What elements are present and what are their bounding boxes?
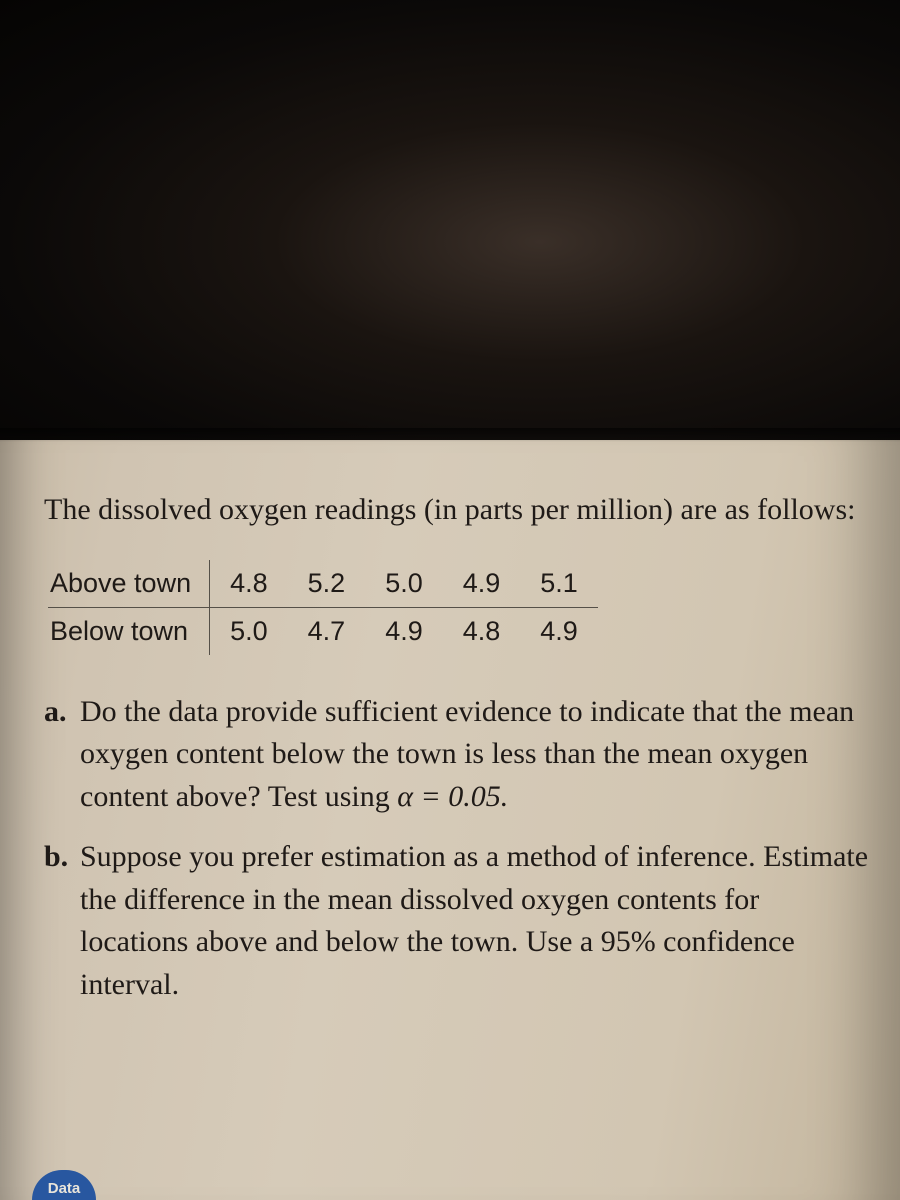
question-marker: b. [44, 836, 80, 1006]
question-list: a. Do the data provide sufficient eviden… [44, 691, 872, 1007]
table-row: Below town 5.0 4.7 4.9 4.8 4.9 [48, 607, 598, 655]
question-b-text: Suppose you prefer estimation as a metho… [80, 840, 868, 1001]
table-cell: 4.9 [520, 607, 598, 655]
question-marker: a. [44, 691, 80, 819]
intro-paragraph: The dissolved oxygen readings (in parts … [44, 488, 872, 532]
table-cell: 5.1 [520, 560, 598, 608]
oxygen-readings-table: Above town 4.8 5.2 5.0 4.9 5.1 Below tow… [48, 560, 598, 655]
alpha-expression: α = 0.05. [397, 780, 508, 813]
table-cell: 4.8 [210, 560, 288, 608]
table-cell: 4.7 [288, 607, 366, 655]
table-cell: 4.9 [365, 607, 443, 655]
table-row: Above town 4.8 5.2 5.0 4.9 5.1 [48, 560, 598, 608]
row-label-above: Above town [48, 560, 210, 608]
table-cell: 4.9 [443, 560, 521, 608]
row-label-below: Below town [48, 607, 210, 655]
photo-dark-region [0, 0, 900, 440]
table-cell: 5.0 [365, 560, 443, 608]
data-badge: Data [32, 1170, 96, 1200]
question-b: b. Suppose you prefer estimation as a me… [44, 836, 872, 1006]
question-body: Do the data provide sufficient evidence … [80, 691, 872, 819]
table-cell: 5.0 [210, 607, 288, 655]
question-body: Suppose you prefer estimation as a metho… [80, 836, 872, 1006]
table-cell: 5.2 [288, 560, 366, 608]
question-a: a. Do the data provide sufficient eviden… [44, 691, 872, 819]
table-cell: 4.8 [443, 607, 521, 655]
textbook-page: The dissolved oxygen readings (in parts … [0, 440, 900, 1200]
